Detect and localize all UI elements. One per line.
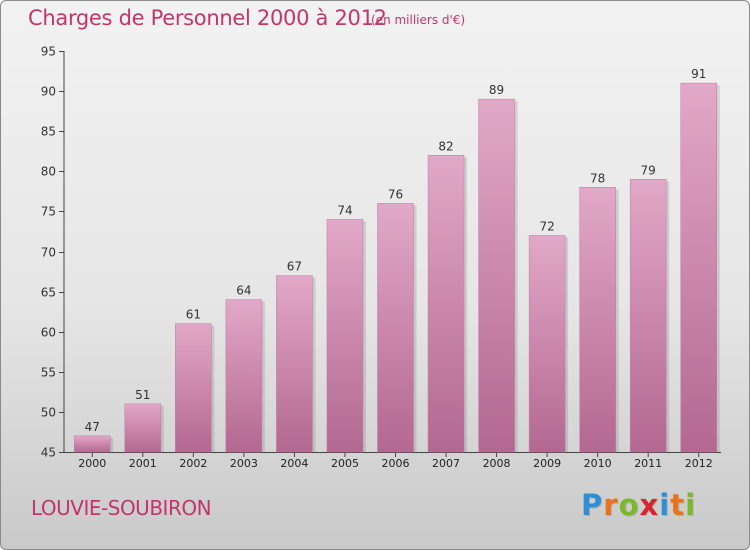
bar: [478, 98, 515, 453]
x-tick-label: 2008: [483, 457, 511, 470]
y-tick-label: 90: [41, 85, 56, 99]
y-tick-label: 60: [41, 326, 56, 340]
bar-value-label: 64: [236, 284, 251, 298]
brand-letter: o: [618, 488, 640, 522]
bar: [528, 235, 566, 453]
x-tick-label: 2004: [280, 457, 308, 470]
y-tick-label: 85: [41, 125, 56, 139]
x-tick-label: 2009: [533, 457, 561, 470]
bar-value-label: 76: [388, 187, 403, 201]
chart-subtitle: (en milliers d'€): [371, 13, 466, 27]
bar: [175, 323, 212, 453]
y-tick-label: 50: [41, 406, 56, 420]
brand-letter: r: [603, 488, 619, 522]
y-tick-label: 95: [41, 45, 56, 59]
brand-letter: t: [670, 488, 686, 522]
x-tick-label: 2012: [685, 457, 713, 470]
bar: [427, 155, 465, 453]
y-tick-label: 70: [41, 246, 56, 260]
bar-value-label: 91: [691, 67, 706, 81]
y-tick-label: 55: [41, 366, 56, 380]
x-tick-label: 2011: [634, 457, 662, 470]
bar: [74, 435, 111, 453]
bar-value-label: 74: [337, 203, 352, 217]
x-tick-label: 2003: [230, 457, 258, 470]
x-tick-label: 2007: [432, 457, 460, 470]
bar: [225, 299, 263, 453]
x-tick-label: 2005: [331, 457, 359, 470]
bar: [124, 403, 162, 453]
bar: [276, 275, 313, 453]
bar: [377, 203, 414, 453]
y-tick-label: 65: [41, 286, 56, 300]
bar-value-label: 78: [590, 171, 605, 185]
bar: [629, 179, 667, 453]
bar-value-label: 67: [287, 260, 302, 274]
brand-letter: x: [639, 488, 660, 522]
y-tick-label: 80: [41, 165, 56, 179]
x-tick-label: 2001: [129, 457, 157, 470]
x-tick-label: 2002: [179, 457, 207, 470]
brand-letter: i: [659, 488, 671, 522]
y-tick-label: 75: [41, 205, 56, 219]
x-tick-label: 2006: [382, 457, 410, 470]
bar-value-label: 47: [85, 420, 100, 434]
bar: [579, 187, 616, 453]
bar-value-label: 72: [539, 219, 554, 233]
y-tick-label: 45: [41, 446, 56, 460]
bar-value-label: 51: [135, 388, 150, 402]
brand-letter: i: [685, 488, 697, 522]
chart-title: Charges de Personnel 2000 à 2012: [28, 6, 387, 30]
bar-value-label: 89: [489, 83, 504, 97]
commune-name: LOUVIE-SOUBIRON: [31, 496, 212, 520]
bar-value-label: 61: [186, 308, 201, 322]
brand-letter: P: [581, 488, 604, 522]
bar-value-label: 79: [641, 163, 656, 177]
x-tick-label: 2000: [78, 457, 106, 470]
bar: [680, 82, 717, 453]
bar-value-label: 82: [438, 139, 453, 153]
proxiti-logo: Proxiti: [581, 488, 696, 522]
x-tick-label: 2010: [584, 457, 612, 470]
bar: [326, 219, 364, 453]
